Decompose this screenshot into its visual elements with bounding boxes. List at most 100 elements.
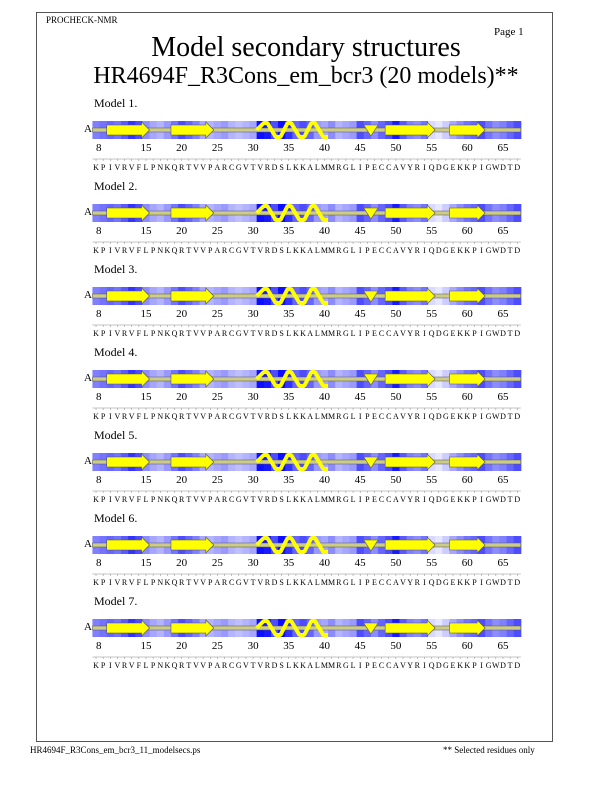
sequence-residue: V	[243, 163, 249, 172]
residue-tick-label: 8	[96, 640, 102, 652]
sequence-residue: P	[101, 163, 106, 172]
residue-tick-label: 45	[355, 474, 367, 486]
sequence-residue: R	[179, 329, 185, 338]
sequence-residue: D	[500, 329, 506, 338]
sequence-residue: M	[321, 246, 328, 255]
residue-tick-label: 60	[462, 640, 474, 652]
sequence-residue: I	[359, 661, 362, 670]
sequence-residue: D	[514, 163, 520, 172]
residue-tick-label: 60	[462, 308, 474, 320]
sequence-residue: P	[365, 163, 370, 172]
sequence-residue: V	[243, 661, 249, 670]
sequence-residue: I	[423, 661, 426, 670]
residue-tick-label: 65	[497, 308, 509, 320]
sequence-residue: L	[286, 661, 291, 670]
sequence-residue: K	[93, 329, 99, 338]
chain-label: A	[84, 621, 92, 633]
sequence-residue: L	[351, 329, 356, 338]
sequence-residue: C	[229, 246, 234, 255]
sequence-residue: P	[208, 329, 213, 338]
residue-tick-label: 30	[248, 640, 260, 652]
residue-tick-label: 55	[426, 391, 438, 403]
sequence-residue: L	[351, 163, 356, 172]
residue-tick-label: 60	[462, 225, 474, 237]
sequence-residue: Q	[172, 495, 178, 504]
sequence-residue: R	[415, 661, 421, 670]
sequence-residue: K	[464, 495, 470, 504]
chain-label: A	[84, 289, 92, 301]
sequence-residue: R	[415, 246, 421, 255]
residue-tick-label: 20	[176, 557, 188, 569]
sequence-residue: Q	[429, 163, 435, 172]
sequence-residue: D	[514, 412, 520, 421]
sequence-residue: T	[251, 412, 256, 421]
sequence-residue: N	[157, 412, 163, 421]
sequence-residue: N	[157, 578, 163, 587]
sequence-residue: P	[472, 163, 477, 172]
sequence-residue: E	[372, 412, 377, 421]
sequence-residue: K	[165, 163, 171, 172]
sequence-residue: G	[236, 495, 242, 504]
sequence-residue: L	[144, 495, 149, 504]
strand-arrow	[170, 619, 215, 637]
residue-tick-label: 35	[283, 474, 295, 486]
sequence-residue: Y	[407, 246, 413, 255]
sequence-residue: C	[379, 329, 384, 338]
sequence-residue: R	[179, 163, 185, 172]
sequence-residue: A	[307, 163, 313, 172]
residue-tick-label: 40	[319, 391, 331, 403]
sequence-residue: Q	[172, 246, 178, 255]
sequence-residue: V	[129, 412, 135, 421]
sequence-residue: L	[286, 412, 291, 421]
sequence-residue: T	[186, 412, 191, 421]
sequence-residue: P	[208, 661, 213, 670]
strand-arrow	[106, 204, 150, 222]
residue-tick-label: 15	[140, 391, 152, 403]
sequence-residue: Y	[407, 495, 413, 504]
sequence-residue: K	[457, 246, 463, 255]
sequence-residue: V	[257, 412, 263, 421]
residue-tick-label: 40	[319, 557, 331, 569]
sequence-residue: M	[321, 495, 328, 504]
sequence-residue: C	[386, 578, 391, 587]
sequence-residue: N	[157, 246, 163, 255]
sequence-residue: M	[321, 578, 328, 587]
sequence-residue: L	[315, 163, 320, 172]
sequence-residue: E	[451, 495, 456, 504]
sequence-residue: K	[165, 329, 171, 338]
residue-tick-label: 60	[462, 142, 474, 154]
residue-tick-label: 25	[212, 474, 224, 486]
sequence-residue: I	[109, 412, 112, 421]
sequence-residue: V	[193, 412, 199, 421]
sequence-residue: L	[286, 495, 291, 504]
strand-arrow	[106, 121, 150, 139]
sequence-residue: G	[443, 329, 449, 338]
sequence-residue: T	[186, 246, 191, 255]
sequence-residue: R	[336, 661, 342, 670]
sequence-residue: L	[286, 163, 291, 172]
sequence-residue: G	[343, 163, 349, 172]
strand-arrow	[170, 370, 215, 388]
sequence-residue: T	[251, 329, 256, 338]
residue-tick-label: 55	[426, 308, 438, 320]
sequence-residue: K	[300, 661, 306, 670]
sequence-residue: W	[492, 246, 500, 255]
sequence-residue: E	[372, 163, 377, 172]
sequence-residue: G	[343, 661, 349, 670]
strand-arrow	[170, 536, 215, 554]
sequence-residue: V	[200, 578, 206, 587]
sequence-residue: I	[423, 495, 426, 504]
residue-tick-label: 30	[248, 557, 260, 569]
sequence-residue: T	[508, 578, 513, 587]
sequence-residue: G	[486, 163, 492, 172]
sequence-residue: L	[286, 329, 291, 338]
sequence-residue: F	[137, 495, 142, 504]
residue-tick-label: 65	[497, 225, 509, 237]
sequence-residue: G	[486, 412, 492, 421]
sequence-residue: V	[243, 246, 249, 255]
sequence-residue: C	[386, 661, 391, 670]
sequence-residue: S	[279, 578, 283, 587]
sequence-residue: I	[423, 329, 426, 338]
sequence-residue: L	[144, 578, 149, 587]
